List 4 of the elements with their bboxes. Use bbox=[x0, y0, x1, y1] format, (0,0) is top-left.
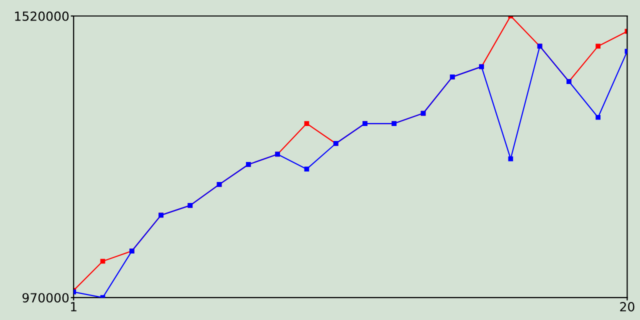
y-tick-label: 970000 bbox=[22, 293, 69, 303]
y-tick-label: 1520000 bbox=[15, 11, 69, 21]
x-tick-label: 20 bbox=[620, 302, 634, 312]
x-tick-label: 1 bbox=[70, 302, 76, 312]
